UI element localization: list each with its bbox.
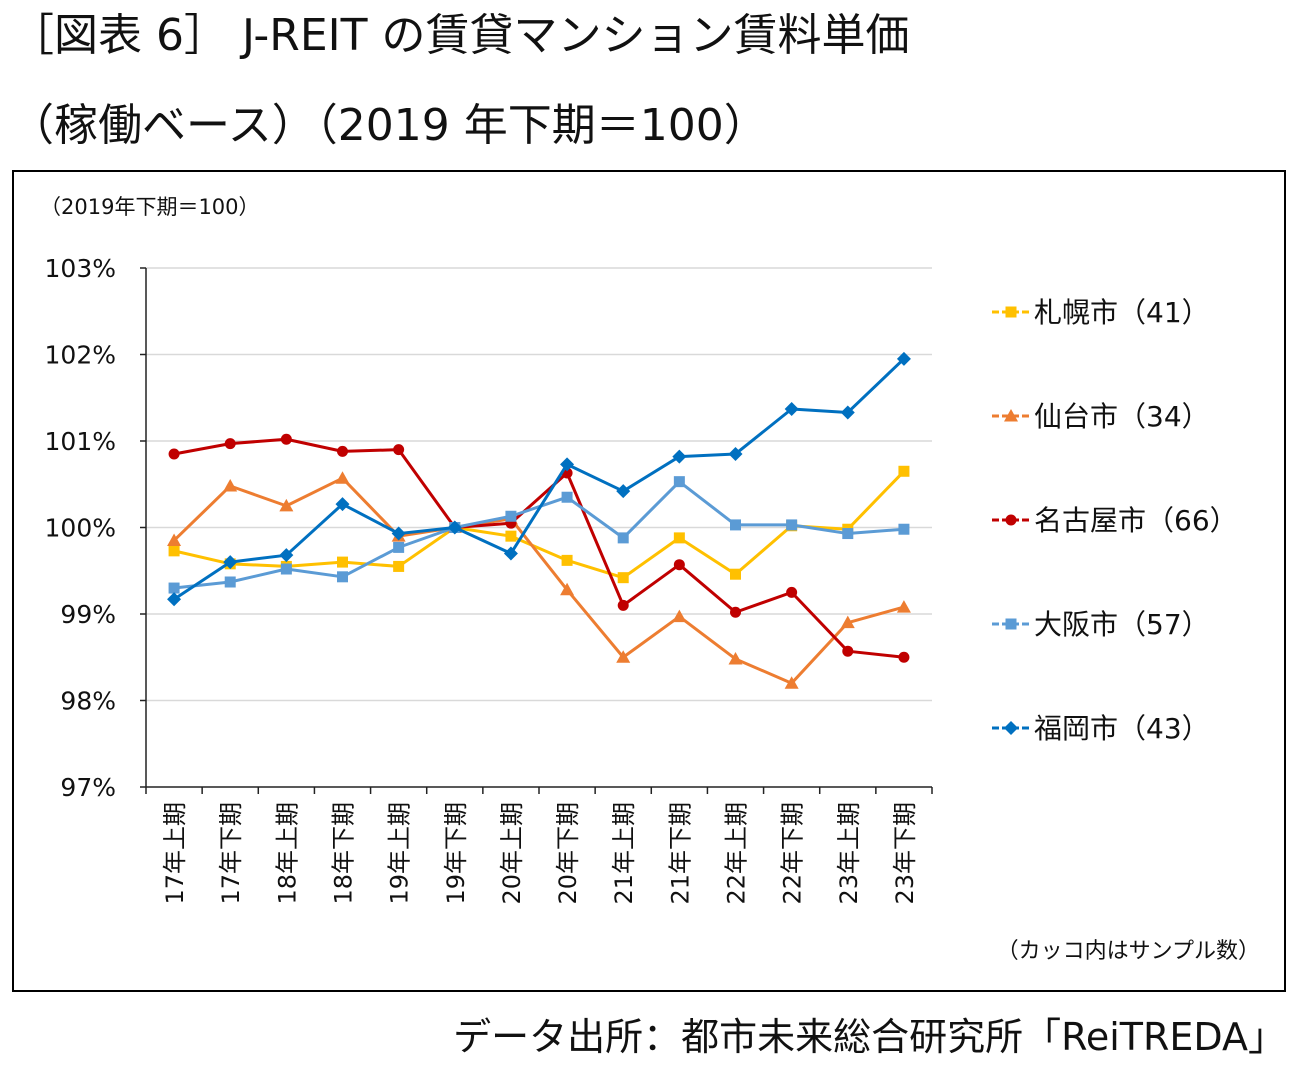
x-tick-label: 20年上期 (498, 802, 526, 905)
data-point (618, 532, 629, 543)
data-point (730, 607, 741, 618)
legend-swatch-marker (1006, 307, 1017, 318)
x-tick-label: 20年下期 (554, 802, 582, 905)
unit-note: （2019年下期＝100） (40, 195, 260, 219)
data-point (842, 646, 853, 657)
line-chart: （2019年下期＝100） 97% 98% 99% 100% 101% 102% 103% 17… (14, 172, 1284, 990)
data-point (898, 466, 909, 477)
x-tick-label: 23年下期 (891, 802, 919, 905)
data-point (672, 610, 686, 623)
y-tick-label: 97% (60, 773, 116, 802)
data-point (337, 571, 348, 582)
source-note: データ出所：都市未来総合研究所「ReiTREDA」 (453, 1012, 1286, 1062)
y-tick-label: 98% (60, 687, 116, 716)
y-tick-label: 100% (45, 514, 116, 543)
x-tick-label: 22年下期 (779, 802, 807, 905)
data-point (393, 542, 404, 553)
data-point (169, 448, 180, 459)
data-point (504, 546, 518, 560)
data-point (169, 545, 180, 556)
data-point (505, 531, 516, 542)
x-tick-label: 21年下期 (666, 802, 694, 905)
chart-title: ［図表 6］ J-REIT の賃貸マンション賃料単価 (10, 8, 909, 64)
data-point (786, 587, 797, 598)
data-point (616, 484, 630, 498)
legend-swatch-marker (1006, 515, 1017, 526)
chart-frame: （2019年下期＝100） 97% 98% 99% 100% 101% 102% 103% 17… (12, 170, 1286, 992)
x-tick-label: 19年下期 (442, 802, 470, 905)
data-point (169, 583, 180, 594)
x-tick-label: 17年下期 (217, 802, 245, 905)
y-tick-label: 101% (45, 427, 116, 456)
data-point (336, 471, 350, 484)
data-point (786, 519, 797, 530)
data-point (337, 446, 348, 457)
data-point (618, 572, 629, 583)
y-tick-label: 102% (45, 341, 116, 370)
data-point (672, 450, 686, 464)
legend-swatch-marker (1006, 619, 1017, 630)
x-tick-label: 19年上期 (386, 802, 414, 905)
data-point (842, 528, 853, 539)
x-tick-label: 18年下期 (330, 802, 358, 905)
data-point (225, 438, 236, 449)
data-point (281, 564, 292, 575)
legend-label: 仙台市（34） (1034, 400, 1210, 433)
data-point (730, 569, 741, 580)
data-point (223, 479, 237, 492)
data-point (618, 600, 629, 611)
x-tick-label: 21年上期 (610, 802, 638, 905)
data-point (337, 557, 348, 568)
data-point (898, 652, 909, 663)
data-point (281, 434, 292, 445)
y-tick-label: 99% (60, 600, 116, 629)
data-point (897, 600, 911, 613)
sample-note: （カッコ内はサンプル数） (997, 939, 1260, 964)
data-point (505, 511, 516, 522)
data-point (393, 561, 404, 572)
data-point (674, 559, 685, 570)
x-tick-label: 22年上期 (723, 802, 751, 905)
data-point (562, 555, 573, 566)
legend-label: 名古屋市（66） (1034, 504, 1238, 537)
x-tick-label: 17年上期 (161, 802, 189, 905)
x-tick-label: 18年上期 (273, 802, 301, 905)
data-point (225, 576, 236, 587)
legend-swatch-marker (1004, 721, 1018, 735)
legend-label: 札幌市（41） (1034, 296, 1210, 329)
data-point (562, 492, 573, 503)
data-point (730, 519, 741, 530)
y-tick-label: 103% (45, 254, 116, 283)
data-point (560, 457, 574, 471)
data-point (393, 444, 404, 455)
legend-label: 大阪市（57） (1034, 608, 1210, 641)
chart-subtitle: （稼働ベース）（2019 年下期＝100） (10, 98, 768, 154)
x-tick-label: 23年上期 (835, 802, 863, 905)
data-point (674, 476, 685, 487)
data-point (898, 524, 909, 535)
legend-label: 福岡市（43） (1034, 712, 1210, 745)
data-point (674, 532, 685, 543)
